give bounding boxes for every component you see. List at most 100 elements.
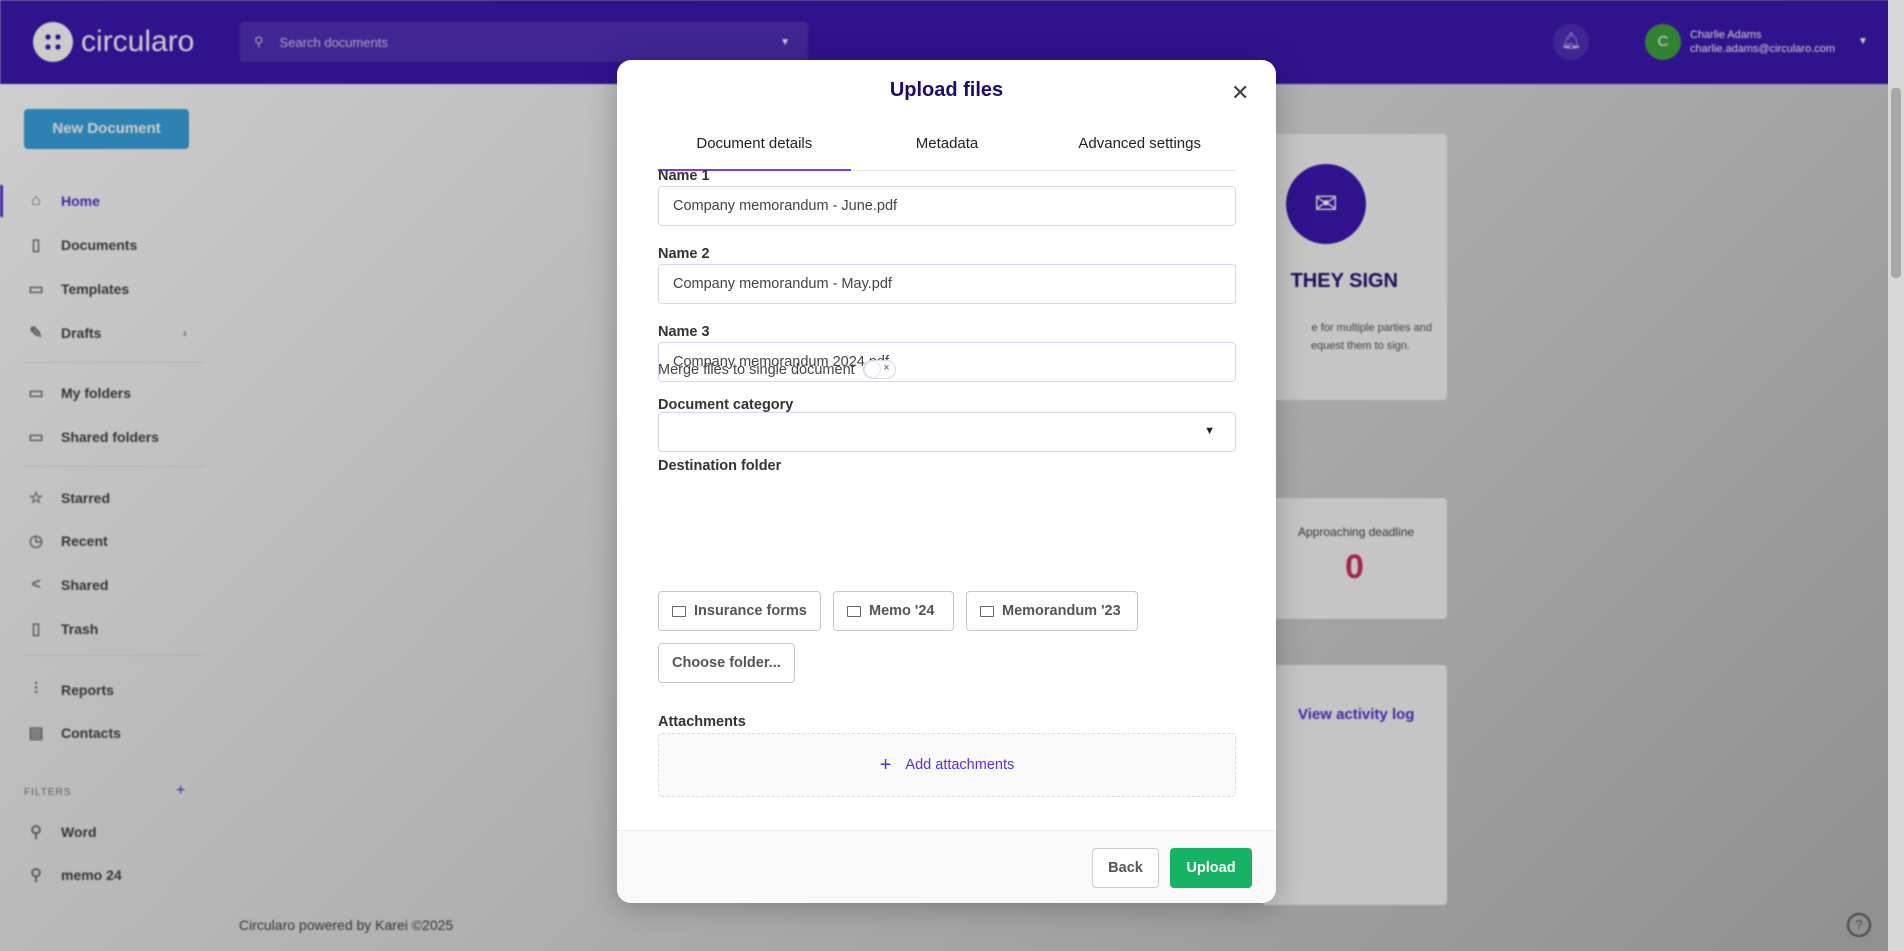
avatar[interactable]: C: [1645, 24, 1681, 60]
choose-folder-button[interactable]: Choose folder...: [658, 643, 795, 683]
sidebar-item-label: Documents: [61, 237, 138, 253]
sidebar-item-label: My folders: [61, 385, 132, 401]
dialog-title: Upload files: [889, 79, 1004, 101]
folder-memorandum-23-button[interactable]: Memorandum '23: [966, 591, 1138, 631]
sidebar-item-label: Recent: [61, 533, 108, 549]
sidebar-item-label: Starred: [61, 490, 111, 506]
user-info[interactable]: Charlie Adams charlie.adams@circularo.com: [1690, 28, 1835, 56]
upload-button[interactable]: Upload: [1170, 848, 1252, 888]
sidebar-item-label: Templates: [61, 281, 130, 297]
folder-icon: [672, 605, 686, 617]
sidebar-item-shared-folders[interactable]: ▭ Shared folders: [0, 419, 215, 455]
document-category-label: Document category: [658, 397, 794, 413]
bell-icon[interactable]: 🔔︎: [1553, 24, 1589, 60]
sidebar-item-templates[interactable]: ▭ Templates: [0, 271, 215, 307]
chevron-right-icon[interactable]: ›: [183, 326, 187, 340]
folder-memo-24-button[interactable]: Memo '24: [833, 591, 954, 631]
help-icon[interactable]: ?: [1847, 913, 1871, 937]
add-filter-icon[interactable]: +: [176, 782, 186, 799]
star-icon: ☆: [28, 490, 44, 507]
name-1-label: Name 1: [658, 168, 710, 184]
sidebar-item-label: Trash: [61, 621, 99, 637]
they-sign-card[interactable]: [1262, 134, 1447, 400]
logo[interactable]: circularo: [33, 22, 194, 62]
folder-insurance-forms-button[interactable]: Insurance forms: [658, 591, 821, 631]
brand-name: circularo: [81, 25, 195, 58]
attachments-label: Attachments: [658, 714, 746, 730]
destination-folder-label: Destination folder: [658, 458, 782, 474]
sidebar-item-starred[interactable]: ☆ Starred: [0, 480, 215, 516]
share-icon: <: [31, 576, 41, 593]
sidebar-item-recent[interactable]: ◷ Recent: [0, 523, 215, 559]
scrollbar-thumb[interactable]: [1891, 88, 1901, 278]
search-placeholder: Search documents: [279, 34, 388, 50]
sidebar-item-label: Shared folders: [61, 429, 160, 445]
tab-metadata[interactable]: Metadata: [915, 135, 979, 152]
sidebar-item-my-folders[interactable]: ▭ My folders: [0, 375, 215, 411]
dialog-footer: Back Upload: [617, 830, 1276, 903]
view-activity-log-link[interactable]: View activity log: [1298, 706, 1415, 723]
merge-row: Merge files to single document ×: [658, 360, 896, 379]
sidebar-item-label: Shared: [61, 577, 109, 593]
card-title: THEY SIGN: [1290, 270, 1398, 292]
logo-icon: [33, 22, 73, 62]
trash-icon: ▯: [31, 621, 41, 638]
sidebar-item-label: Reports: [61, 682, 114, 698]
search-icon: ⚲: [30, 824, 42, 841]
user-name: Charlie Adams: [1690, 29, 1762, 41]
folder-label: Memo '24: [869, 603, 935, 619]
close-icon[interactable]: ✕: [1231, 80, 1250, 105]
merge-toggle[interactable]: ×: [862, 360, 896, 379]
sidebar-item-shared[interactable]: < Shared: [0, 567, 215, 603]
folder-icon: ▭: [28, 385, 44, 402]
name-1-input[interactable]: [658, 186, 1236, 226]
deadline-label: Approaching deadline: [1298, 525, 1415, 539]
chart-icon: ⫶: [33, 681, 38, 698]
contacts-icon: ▤: [28, 725, 44, 742]
sidebar-item-documents[interactable]: ▯ Documents: [0, 227, 215, 263]
document-category-select[interactable]: ▼: [658, 412, 1236, 452]
chevron-down-icon[interactable]: ▼: [780, 36, 790, 48]
sidebar-item-home[interactable]: ⌂ Home: [0, 183, 215, 219]
card-text: equest them to sign.: [1310, 340, 1410, 352]
toggle-knob: [864, 362, 880, 377]
user-menu-chevron-icon[interactable]: ▼: [1858, 36, 1868, 47]
folder-icon: [980, 605, 994, 617]
back-button[interactable]: Back: [1092, 848, 1159, 888]
toggle-off-icon: ×: [883, 362, 890, 374]
filter-item[interactable]: ⚲ memo 24: [0, 857, 215, 893]
envelope-icon: ✉: [1286, 164, 1366, 244]
deadline-value: 0: [1345, 548, 1364, 586]
filter-item[interactable]: ⚲ Word: [0, 814, 215, 850]
name-2-input[interactable]: [658, 264, 1236, 304]
document-icon: ▯: [31, 237, 41, 254]
tab-advanced-settings[interactable]: Advanced settings: [1078, 135, 1201, 152]
tab-document-details[interactable]: Document details: [658, 127, 851, 171]
home-icon: ⌂: [31, 192, 41, 209]
clock-icon: ◷: [29, 533, 43, 550]
sidebar-item-drafts[interactable]: ✎ Drafts ›: [0, 315, 215, 351]
user-email: charlie.adams@circularo.com: [1690, 43, 1836, 55]
sidebar-item-trash[interactable]: ▯ Trash: [0, 611, 215, 647]
shared-folder-icon: ▭: [28, 429, 44, 446]
sidebar-item-label: Drafts: [61, 325, 102, 341]
filters-heading: FILTERS: [24, 787, 72, 798]
template-icon: ▭: [28, 281, 44, 298]
new-document-button[interactable]: New Document: [24, 109, 189, 149]
deadline-card: [1262, 498, 1447, 619]
name-2-label: Name 2: [658, 246, 710, 262]
divider: [24, 655, 204, 656]
card-text: e for multiple parties and: [1311, 322, 1432, 334]
tab-bar: Document details Metadata Advanced setti…: [658, 127, 1236, 171]
upload-files-dialog: Upload files ✕ Document details Metadata…: [617, 60, 1276, 903]
filter-label: memo 24: [61, 867, 122, 883]
sidebar-item-reports[interactable]: ⫶ Reports: [0, 672, 215, 708]
search-input[interactable]: ⚲ Search documents ▼: [240, 22, 808, 62]
add-attachments-dropzone[interactable]: + Add attachments: [658, 733, 1236, 797]
sidebar-item-label: Home: [61, 193, 100, 209]
sidebar-item-contacts[interactable]: ▤ Contacts: [0, 715, 215, 751]
name-3-input[interactable]: [658, 342, 1236, 382]
divider: [24, 466, 204, 467]
edit-icon: ✎: [29, 325, 43, 342]
